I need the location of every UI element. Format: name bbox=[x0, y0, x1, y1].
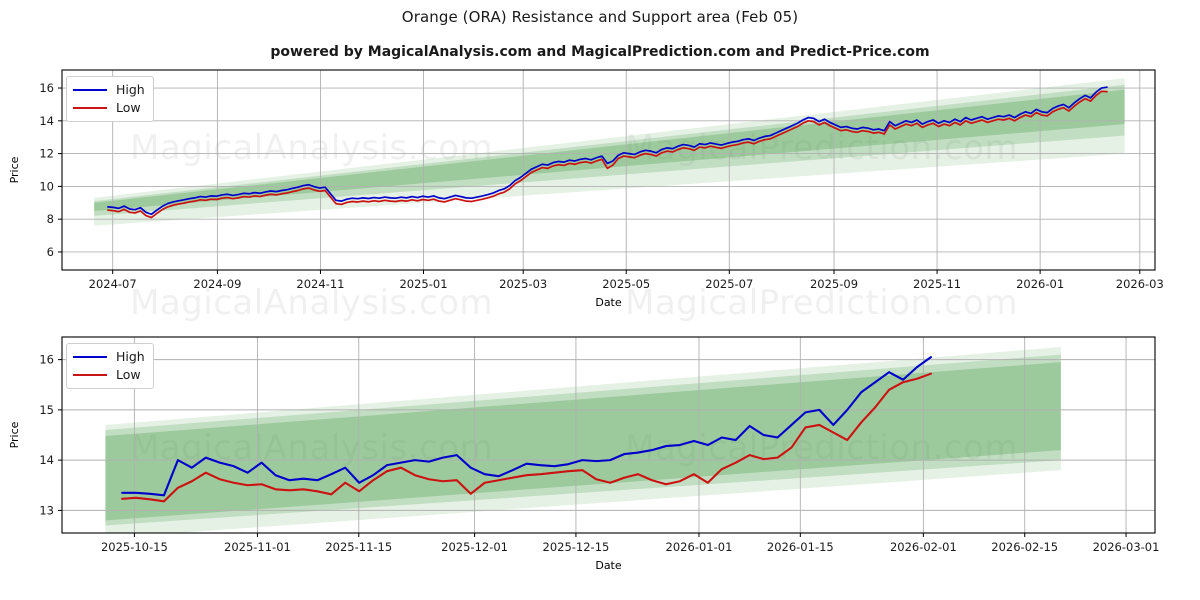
bottom-chart-svg: 13 14 15 16 2025-10-15 2025-11-01 2025-11-15 20… bbox=[8, 336, 1160, 572]
svg-text:2024-09: 2024-09 bbox=[193, 277, 241, 291]
svg-text:14: 14 bbox=[39, 453, 54, 467]
svg-text:2025-10-15: 2025-10-15 bbox=[101, 540, 168, 554]
svg-text:2026-01: 2026-01 bbox=[1016, 277, 1064, 291]
legend-label-low: Low bbox=[116, 366, 141, 382]
legend-item-low[interactable]: Low bbox=[73, 99, 145, 117]
bottom-chart-panel: 13 14 15 16 2025-10-15 2025-11-01 2025-11-15 20… bbox=[0, 330, 1200, 600]
svg-text:2025-07: 2025-07 bbox=[705, 277, 753, 291]
svg-text:2026-01-01: 2026-01-01 bbox=[666, 540, 733, 554]
svg-text:Date: Date bbox=[595, 559, 622, 572]
svg-text:13: 13 bbox=[39, 503, 54, 517]
svg-text:2025-11-15: 2025-11-15 bbox=[325, 540, 392, 554]
svg-text:14: 14 bbox=[39, 114, 54, 128]
legend-label-low: Low bbox=[116, 99, 141, 115]
svg-text:2025-11-01: 2025-11-01 bbox=[224, 540, 291, 554]
top-chart-panel: 6 8 10 12 14 16 2024-07 2024-09 2024-11 2025-01 20… bbox=[8, 69, 1164, 309]
svg-text:2025-01: 2025-01 bbox=[399, 277, 447, 291]
svg-text:2024-07: 2024-07 bbox=[89, 277, 137, 291]
top-chart-svg: 6 8 10 12 14 16 2024-07 2024-09 2024-11 2025-01 20… bbox=[8, 69, 1164, 309]
legend-label-high: High bbox=[116, 81, 145, 97]
svg-text:16: 16 bbox=[39, 81, 54, 95]
bottom-chart-legend[interactable]: High Low bbox=[66, 343, 154, 389]
page-subtitle: powered by MagicalAnalysis.com and Magic… bbox=[270, 44, 930, 60]
svg-text:2025-12-15: 2025-12-15 bbox=[543, 540, 610, 554]
svg-text:2024-11: 2024-11 bbox=[296, 277, 344, 291]
legend-swatch-high bbox=[73, 89, 107, 91]
legend-item-low[interactable]: Low bbox=[73, 366, 145, 384]
top-chart-legend[interactable]: High Low bbox=[66, 76, 154, 122]
legend-label-high: High bbox=[116, 348, 145, 364]
svg-text:Date: Date bbox=[595, 296, 622, 309]
svg-text:Price: Price bbox=[8, 156, 21, 183]
svg-text:2026-02-15: 2026-02-15 bbox=[991, 540, 1058, 554]
svg-text:12: 12 bbox=[39, 147, 54, 161]
svg-text:2025-11: 2025-11 bbox=[913, 277, 961, 291]
svg-text:15: 15 bbox=[39, 403, 54, 417]
legend-swatch-high bbox=[73, 356, 107, 358]
legend-item-high[interactable]: High bbox=[73, 348, 145, 366]
legend-item-high[interactable]: High bbox=[73, 81, 145, 99]
svg-text:2025-12-01: 2025-12-01 bbox=[441, 540, 508, 554]
svg-text:2026-01-15: 2026-01-15 bbox=[767, 540, 834, 554]
svg-text:2026-02-01: 2026-02-01 bbox=[890, 540, 957, 554]
svg-text:6: 6 bbox=[47, 245, 54, 259]
svg-text:Price: Price bbox=[8, 421, 21, 448]
svg-text:8: 8 bbox=[47, 212, 54, 226]
svg-text:2025-05: 2025-05 bbox=[602, 277, 650, 291]
svg-text:2025-03: 2025-03 bbox=[499, 277, 547, 291]
svg-text:2026-03: 2026-03 bbox=[1116, 277, 1164, 291]
svg-text:10: 10 bbox=[39, 179, 54, 193]
legend-swatch-low bbox=[73, 107, 107, 109]
page-title: Orange (ORA) Resistance and Support area… bbox=[401, 8, 799, 26]
svg-text:2025-09: 2025-09 bbox=[810, 277, 858, 291]
legend-swatch-low bbox=[73, 374, 107, 376]
svg-text:2026-03-01: 2026-03-01 bbox=[1093, 540, 1160, 554]
svg-text:16: 16 bbox=[39, 353, 54, 367]
